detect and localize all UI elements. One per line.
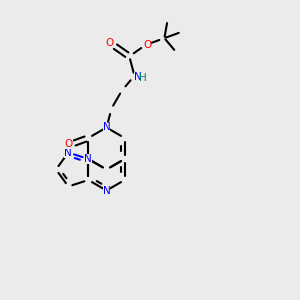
Text: N: N <box>84 154 92 164</box>
Text: H: H <box>139 73 147 83</box>
Text: N: N <box>103 185 110 196</box>
Text: N: N <box>103 122 110 133</box>
Text: N: N <box>64 148 72 158</box>
Text: O: O <box>143 40 151 50</box>
Text: N: N <box>134 72 142 82</box>
Text: O: O <box>105 38 113 49</box>
Text: O: O <box>65 139 73 149</box>
